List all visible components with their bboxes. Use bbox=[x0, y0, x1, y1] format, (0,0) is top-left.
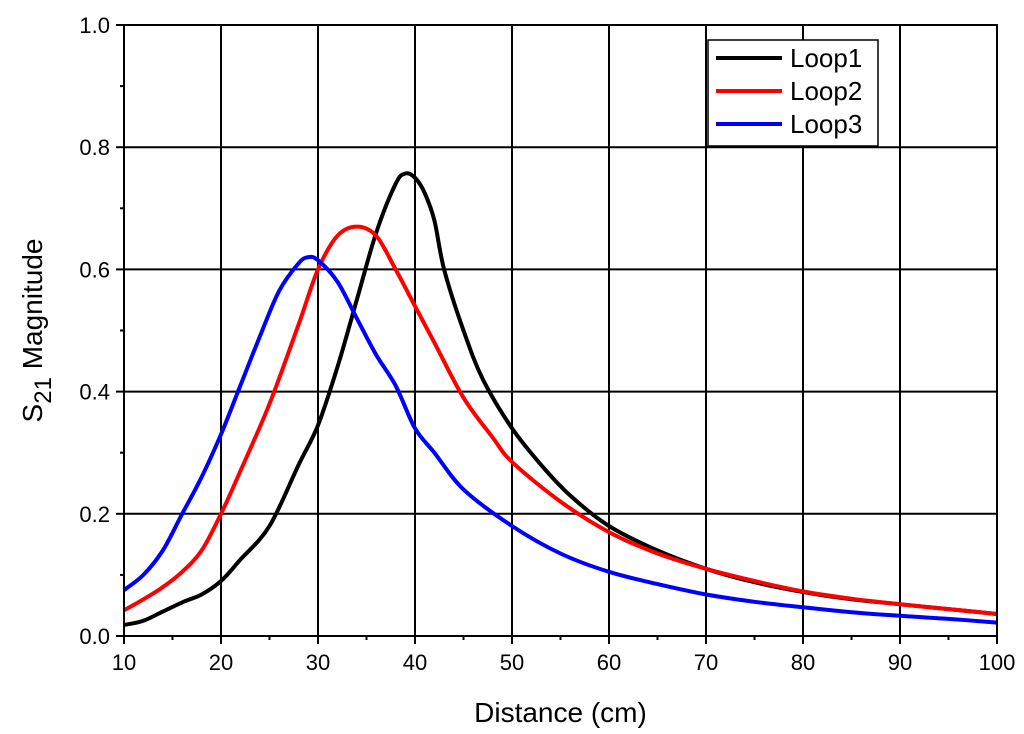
x-tick-label: 50 bbox=[500, 650, 524, 675]
y-axis-title-rest: Magnitude bbox=[17, 239, 48, 378]
y-axis-title-subscript: 21 bbox=[30, 377, 57, 404]
grid bbox=[124, 25, 997, 636]
y-tick-label: 0.2 bbox=[79, 502, 110, 527]
legend-label-loop2: Loop2 bbox=[790, 76, 862, 106]
x-tick-label: 10 bbox=[112, 650, 136, 675]
x-tick-label: 60 bbox=[597, 650, 621, 675]
y-tick-label: 0.0 bbox=[79, 624, 110, 649]
axis-ticks bbox=[116, 24, 998, 644]
x-tick-label: 100 bbox=[979, 650, 1016, 675]
x-tick-label: 70 bbox=[694, 650, 718, 675]
legend-label-loop3: Loop3 bbox=[790, 109, 862, 139]
series-line-loop3 bbox=[122, 254, 998, 625]
x-tick-label: 80 bbox=[791, 650, 815, 675]
series-layer bbox=[122, 171, 998, 627]
y-tick-label: 0.6 bbox=[79, 257, 110, 282]
y-axis-title: S21 Magnitude bbox=[17, 239, 57, 423]
y-tick-label: 0.8 bbox=[79, 135, 110, 160]
legend-label-loop1: Loop1 bbox=[790, 43, 862, 73]
x-tick-label: 90 bbox=[888, 650, 912, 675]
tick-labels: 10 20 30 40 50 60 70 80 90 100 0.0 0.2 0.4 0.6 0.8 1.0 bbox=[79, 13, 1015, 675]
x-tick-label: 40 bbox=[403, 650, 427, 675]
series-line-loop2 bbox=[123, 224, 998, 616]
y-tick-label: 0.4 bbox=[79, 380, 110, 405]
y-tick-label: 1.0 bbox=[79, 13, 110, 38]
y-axis-title-main: S bbox=[17, 404, 48, 423]
x-axis-title: Distance (cm) bbox=[474, 697, 647, 728]
series-line-loop1 bbox=[123, 171, 998, 627]
x-tick-label: 20 bbox=[209, 650, 233, 675]
x-tick-label: 30 bbox=[306, 650, 330, 675]
